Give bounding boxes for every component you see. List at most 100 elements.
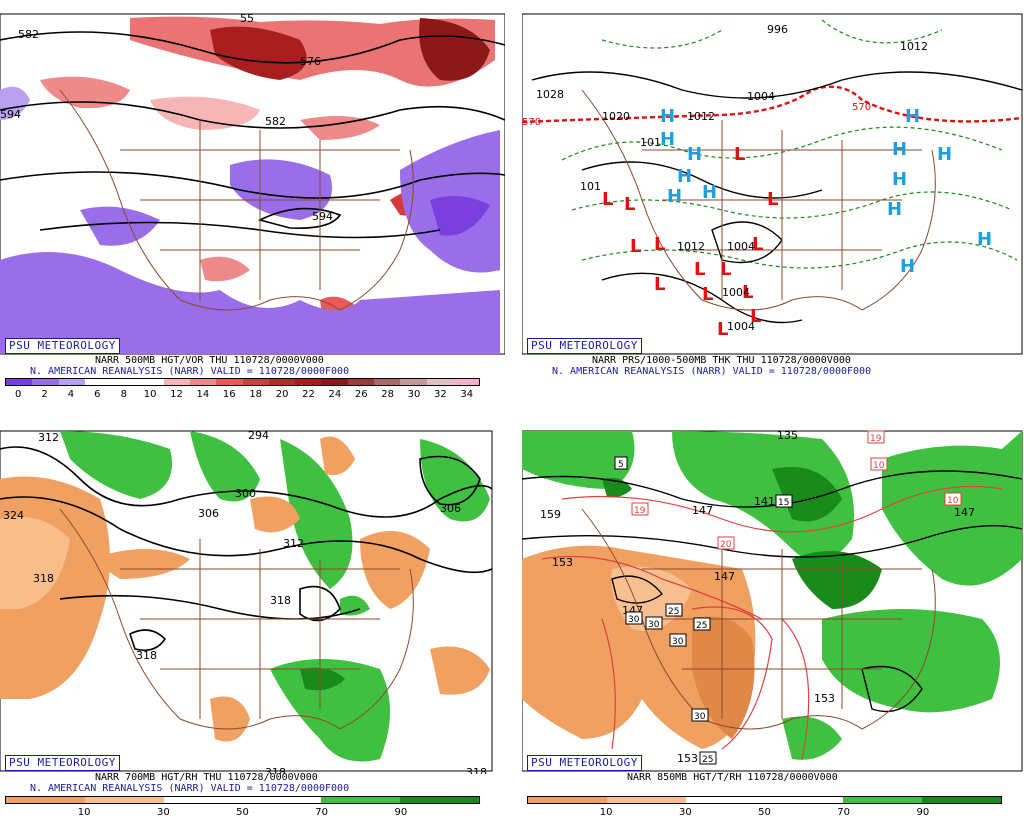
contour-label: 594: [312, 210, 333, 223]
caption-valid: N. AMERICAN REANALYSIS (NARR) VALID = 11…: [552, 366, 872, 377]
pressure-map: H H H H H H H H H H H H H L L L L L L L …: [522, 13, 1023, 355]
colorbar-tick-label: 32: [434, 389, 447, 400]
colorbar-swatch: [84, 797, 164, 803]
isobar-labels: 996 1012 1028 1020 1012 1004 1004 1012 1…: [522, 23, 928, 333]
colorbar-tick-label: 16: [222, 389, 236, 400]
contour-label: 312: [38, 431, 59, 444]
height-contours: [522, 470, 1023, 713]
colorbar-swatch: [163, 797, 243, 803]
dry-areas: [0, 436, 490, 742]
high-pressure-marker: H: [900, 256, 915, 277]
svg-text:30: 30: [628, 615, 640, 625]
height-label: 153: [814, 692, 835, 705]
contour-label: 306: [440, 502, 461, 515]
thickness-contours: [561, 19, 1018, 269]
svg-text:20: 20: [720, 540, 732, 550]
colorbar-tick-label: 22: [302, 389, 315, 400]
colorbar-swatch: [84, 379, 112, 385]
panel-500mb-vorticity: 582 594 594 582 576 55 PSU METEOROLOGY N…: [0, 0, 505, 400]
contour-label: 300: [235, 487, 256, 500]
isobar-label: 1004: [747, 90, 775, 103]
colorbar-ticks: 10 30 50 70 90: [5, 807, 480, 819]
colorbar-swatch: [606, 797, 686, 803]
colorbar-swatch: [6, 379, 33, 385]
temp-box: 20: [717, 536, 735, 550]
isobar-label: 1012: [900, 40, 928, 53]
colorbar-swatch: [843, 797, 923, 803]
colorbar-tick-label: 8: [120, 389, 127, 400]
high-pressure-marker: H: [887, 199, 902, 220]
coastlines-and-borders: [59, 508, 414, 730]
low-pressure-marker: L: [752, 234, 763, 255]
panel-850mb-t-rh: 135 159 147 141 147 153 147 153 147 153 …: [522, 419, 1024, 819]
colorbar-tick-label: 34: [460, 389, 474, 400]
contour-label: 312: [283, 537, 304, 550]
colorbar-swatch: [764, 797, 844, 803]
colorbar-ticks: 10 30 50 70 90: [527, 807, 1002, 819]
panel-700mb-rh: 312 294 324 306 300 306 312 318 318 318 …: [0, 419, 505, 819]
colorbar-swatch: [189, 379, 217, 385]
colorbar-swatch: [32, 379, 59, 385]
colorbar-swatch: [347, 379, 374, 385]
temp-box: 10: [944, 492, 962, 506]
colorbar-tick-label: 50: [236, 807, 249, 818]
contour-label: 318: [466, 766, 487, 774]
colorbar-tick-label: 10: [143, 389, 157, 400]
isobar-label: 1004: [727, 240, 755, 253]
colorbar-tick-label: 26: [354, 389, 368, 400]
caption-valid: N. AMERICAN REANALYSIS (NARR) VALID = 11…: [30, 366, 350, 377]
temp-box: 10: [870, 457, 888, 471]
height-label: 141: [754, 495, 775, 508]
psu-meteorology-label: PSU METEOROLOGY: [527, 338, 642, 354]
colorbar-tick-label: 24: [328, 389, 342, 400]
colorbar-tick-label: 30: [156, 807, 170, 818]
colorbar-swatch: [452, 379, 480, 385]
svg-text:10: 10: [873, 461, 885, 471]
vorticity-map: 582 594 594 582 576 55: [0, 12, 505, 355]
low-pressure-marker: L: [720, 259, 731, 280]
high-pressure-marker: H: [702, 182, 717, 203]
temp-box: 25: [665, 603, 683, 617]
coastlines-and-borders: [581, 89, 936, 311]
isobar-label: 101: [640, 136, 661, 149]
temp-box: 30: [691, 708, 709, 722]
high-pressure-marker: H: [677, 166, 692, 187]
colorbar-tick-label: 18: [249, 389, 263, 400]
colorbar-swatch: [137, 379, 164, 385]
caption-title: NARR PRS/1000-500MB THK THU 110728/0000V…: [592, 355, 851, 366]
temp-box: 19: [631, 502, 649, 516]
colorbar-tick-label: 50: [758, 807, 771, 818]
colorbar-swatch: [373, 379, 401, 385]
colorbar-swatch: [685, 797, 765, 803]
colorbar-tick-label: 70: [315, 807, 329, 818]
temp-box: 30: [645, 616, 663, 630]
colorbar-swatch: [321, 797, 401, 803]
height-label: 153: [552, 556, 573, 569]
low-centers: L L L L L L L L L L L L L L: [602, 144, 778, 340]
negative-vorticity-areas: [0, 86, 500, 354]
temp-box: 25: [693, 617, 711, 631]
svg-text:25: 25: [702, 755, 713, 765]
high-pressure-marker: H: [905, 106, 920, 127]
colorbar-swatch: [242, 797, 322, 803]
low-pressure-marker: L: [630, 236, 641, 257]
low-pressure-marker: L: [654, 274, 665, 295]
contour-label: 594: [0, 108, 21, 121]
contour-label: 318: [270, 594, 291, 607]
colorbar: [527, 796, 1002, 804]
low-pressure-marker: L: [654, 234, 665, 255]
psu-meteorology-label: PSU METEOROLOGY: [5, 338, 120, 354]
temperature-labels: 5 19 15 20 10 10 25 30 30 30 25 30 25 19: [614, 430, 962, 765]
colorbar-tick-label: 30: [407, 389, 421, 400]
temp-box: 15: [775, 494, 793, 508]
colorbar-swatch: [922, 797, 1001, 803]
colorbar-swatch: [295, 379, 322, 385]
temp-box: 25: [699, 751, 717, 765]
colorbar-tick-label: 90: [394, 807, 408, 818]
psu-meteorology-label: PSU METEOROLOGY: [527, 755, 642, 771]
high-pressure-marker: H: [977, 229, 992, 250]
contour-labels: 582 594 594 582 576 55: [0, 12, 333, 223]
colorbar-swatch: [6, 797, 85, 803]
contour-label: 306: [198, 507, 219, 520]
panel-pressure-thickness: H H H H H H H H H H H H H L L L L L L L …: [522, 0, 1024, 400]
